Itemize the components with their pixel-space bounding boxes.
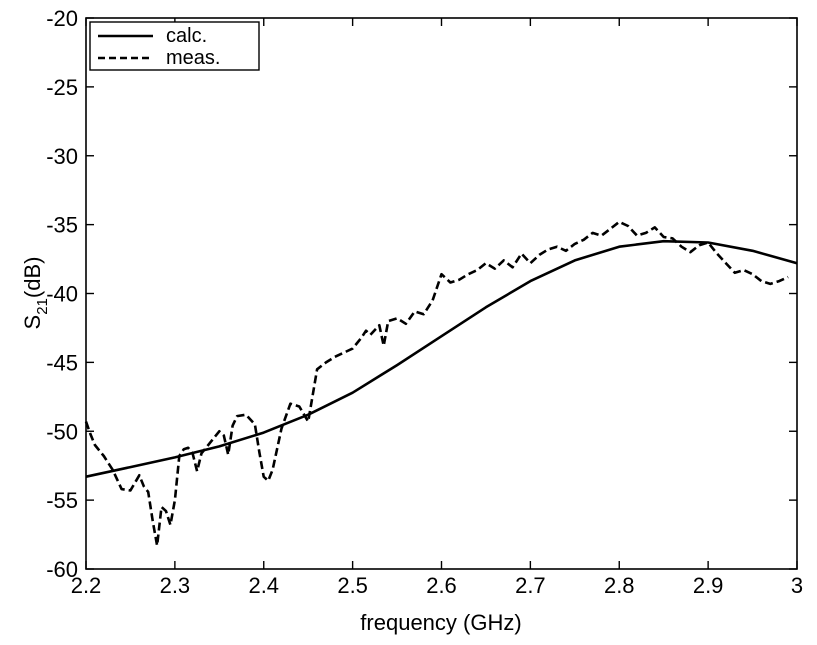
series-line-meas [84,220,789,547]
y-axis-label-main: S [20,315,45,330]
x-tick-label: 2.2 [71,573,102,598]
legend: calc. meas. [89,21,260,71]
x-tick-label: 3 [791,573,803,598]
tick-marks [85,17,798,570]
x-tick-label: 2.7 [515,573,546,598]
y-tick-label: -40 [46,282,78,307]
y-tick-label: -30 [46,144,78,169]
x-tick-label: 2.6 [426,573,457,598]
y-axis-label: S21(dB) [20,257,51,330]
x-tick-label: 2.3 [160,573,191,598]
y-tick-labels: -60 -55 -50 -45 -40 -35 -30 -25 -20 [46,6,78,582]
legend-label-meas: meas. [166,47,220,69]
plot-area [85,17,798,570]
x-tick-label: 2.5 [337,573,368,598]
y-tick-label: -45 [46,350,78,375]
series-layer [84,220,798,547]
y-tick-label: -60 [46,557,78,582]
legend-box [89,21,260,71]
x-axis-label: frequency (GHz) [360,610,521,635]
y-tick-label: -50 [46,419,78,444]
y-axis-label-unit: (dB) [20,257,45,299]
y-axis-label-subscript: 21 [34,298,51,315]
x-tick-label: 2.9 [693,573,724,598]
legend-label-calc: calc. [166,25,207,47]
y-tick-label: -20 [46,6,78,31]
y-tick-label: -25 [46,75,78,100]
y-tick-label: -55 [46,488,78,513]
y-tick-label: -35 [46,213,78,238]
x-tick-labels: 2.2 2.3 2.4 2.5 2.6 2.7 2.8 2.9 3 [71,573,803,598]
x-tick-label: 2.8 [604,573,635,598]
x-tick-label: 2.4 [248,573,279,598]
